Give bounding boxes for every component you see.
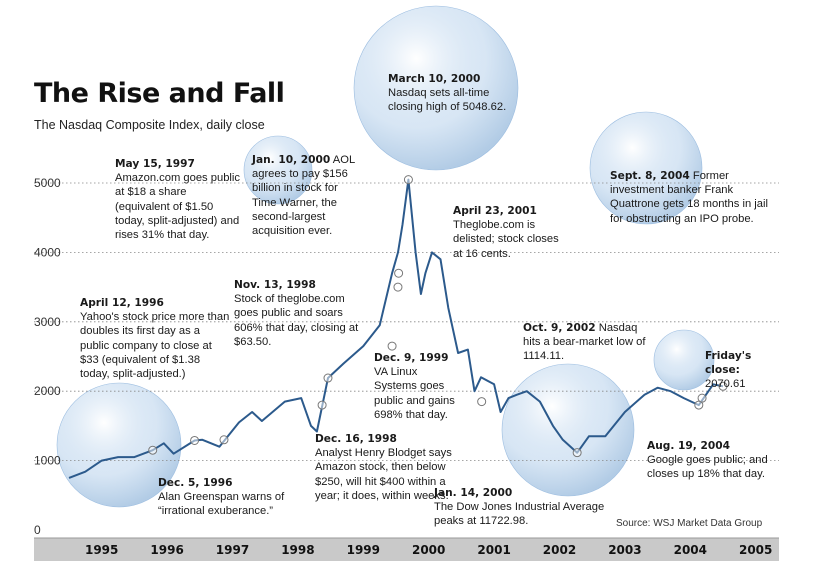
event-marker bbox=[393, 282, 403, 292]
bubble bbox=[56, 382, 182, 508]
nasdaq-series-line bbox=[68, 178, 724, 479]
x-tick-label: 2004 bbox=[674, 543, 707, 557]
annotation-oct-2002: Oct. 9, 2002 Nasdaq hits a bear-market l… bbox=[523, 321, 651, 364]
source-note: Source: WSJ Market Data Group bbox=[616, 518, 763, 529]
bubble bbox=[589, 111, 703, 225]
event-markers bbox=[148, 175, 728, 458]
x-tick-label: 1998 bbox=[281, 543, 314, 557]
annotation-text: Nasdaq hits a bear-market low of 1114.11… bbox=[523, 322, 646, 363]
bubble bbox=[653, 329, 715, 391]
y-tick-label: 0 bbox=[34, 523, 41, 537]
annotation-aug-2004: Aug. 19, 2004 Google goes public; and clo… bbox=[647, 439, 777, 482]
x-tick-label: 2001 bbox=[477, 543, 510, 557]
x-axis: 1995 1996 1997 1998 1999 2000 2001 2002 2003 2004… bbox=[34, 537, 779, 557]
annotation-date: April 23, 2001 bbox=[453, 205, 537, 217]
annotation-fridays-close: Friday's close: 2070.61 bbox=[705, 349, 785, 392]
bubble bbox=[501, 363, 635, 497]
annotation-text: Theglobe.com is delisted; stock closes a… bbox=[453, 219, 559, 260]
annotation-date: April 12, 1996 bbox=[80, 297, 164, 309]
annotation-sep-2004: Sept. 8, 2004 Former investment banker F… bbox=[610, 169, 768, 226]
event-marker bbox=[477, 397, 487, 407]
y-axis: 0 1000 2000 3000 4000 5000 bbox=[34, 176, 61, 537]
annotation-may-1997: May 15, 1997 Amazon.com goes public at $1… bbox=[115, 157, 243, 242]
annotation-jan-2000-dow: Jan. 14, 2000 The Dow Jones Industrial Av… bbox=[434, 486, 614, 529]
annotation-text: Amazon.com goes public at $18 a share (e… bbox=[115, 172, 240, 242]
annotation-text: Stock of theglobe.com goes public and so… bbox=[234, 293, 359, 348]
event-marker bbox=[572, 448, 582, 458]
chart-subtitle: The Nasdaq Composite Index, daily close bbox=[34, 118, 265, 132]
x-tick-label: 1997 bbox=[216, 543, 249, 557]
annotation-text: AOL agrees to pay $156 billion in stock … bbox=[252, 154, 355, 238]
x-tick-label: 2003 bbox=[608, 543, 641, 557]
annotation-dec-1999: Dec. 9, 1999 VA Linux Systems goes public… bbox=[374, 351, 462, 422]
event-marker bbox=[190, 435, 200, 445]
event-marker bbox=[219, 435, 229, 445]
annotation-date: Dec. 5, 1996 bbox=[158, 477, 233, 489]
y-tick-label: 2000 bbox=[34, 384, 61, 398]
annotation-date: Friday's close: bbox=[705, 350, 752, 377]
annotation-date: Jan. 10, 2000 bbox=[252, 154, 331, 166]
event-marker bbox=[697, 393, 707, 403]
annotation-text: Alan Greenspan warns of “irrational exub… bbox=[158, 491, 285, 518]
event-marker bbox=[403, 175, 413, 185]
x-tick-label: 2000 bbox=[412, 543, 445, 557]
x-tick-label: 1999 bbox=[347, 543, 380, 557]
annotation-date: Jan. 14, 2000 bbox=[434, 487, 513, 499]
bubble bbox=[353, 5, 519, 171]
gridlines bbox=[34, 182, 779, 462]
y-tick-label: 1000 bbox=[34, 454, 61, 468]
y-tick-label: 5000 bbox=[34, 176, 61, 190]
y-tick-label: 3000 bbox=[34, 315, 61, 329]
event-marker bbox=[323, 373, 333, 383]
annotation-text: Yahoo's stock price more than doubles it… bbox=[80, 311, 230, 381]
annotation-date: Dec. 9, 1999 bbox=[374, 352, 449, 364]
y-tick-label: 4000 bbox=[34, 245, 61, 259]
annotation-date: Sept. 8, 2004 bbox=[610, 170, 690, 182]
x-tick-label: 2005 bbox=[739, 543, 772, 557]
annotation-nov-1998: Nov. 13, 1998 Stock of theglobe.com goes … bbox=[234, 278, 364, 349]
annotation-date: Aug. 19, 2004 bbox=[647, 440, 730, 452]
annotation-mar-2000: March 10, 2000 Nasdaq sets all-time closi… bbox=[388, 72, 508, 115]
annotation-text: 2070.61 bbox=[705, 378, 746, 391]
event-marker bbox=[387, 341, 397, 351]
x-axis-band bbox=[34, 538, 779, 561]
annotation-apr-1996: April 12, 1996 Yahoo's stock price more t… bbox=[80, 296, 230, 381]
x-tick-label: 1996 bbox=[150, 543, 183, 557]
annotation-date: March 10, 2000 bbox=[388, 73, 481, 85]
event-marker bbox=[148, 445, 158, 455]
annotation-text: The Dow Jones Industrial Average peaks a… bbox=[434, 501, 605, 528]
annotation-date: Oct. 9, 2002 bbox=[523, 322, 596, 334]
chart-title: The Rise and Fall bbox=[34, 78, 285, 109]
annotation-jan-2000-aol: Jan. 10, 2000 AOL agrees to pay $156 bil… bbox=[252, 153, 362, 238]
x-tick-label: 1995 bbox=[85, 543, 118, 557]
annotation-text: Analyst Henry Blodget says Amazon stock,… bbox=[315, 447, 452, 502]
annotation-date: May 15, 1997 bbox=[115, 158, 195, 170]
x-tick-label: 2002 bbox=[543, 543, 576, 557]
annotation-apr-2001: April 23, 2001 Theglobe.com is delisted; … bbox=[453, 204, 569, 261]
bubble bbox=[243, 135, 313, 205]
annotation-text: Nasdaq sets all-time closing high of 504… bbox=[388, 87, 507, 114]
annotation-text: Google goes public; and closes up 18% th… bbox=[647, 454, 768, 481]
event-marker bbox=[718, 381, 728, 391]
annotation-dec-1996: Dec. 5, 1996 Alan Greenspan warns of “irr… bbox=[158, 476, 293, 519]
annotation-date: Dec. 16, 1998 bbox=[315, 433, 397, 445]
event-marker bbox=[394, 268, 404, 278]
annotation-dec-1998: Dec. 16, 1998 Analyst Henry Blodget says … bbox=[315, 432, 455, 503]
annotation-text: VA Linux Systems goes public and gains 6… bbox=[374, 366, 455, 421]
annotation-text: Former investment banker Frank Quattrone… bbox=[610, 170, 768, 225]
annotation-date: Nov. 13, 1998 bbox=[234, 279, 316, 291]
event-marker bbox=[317, 400, 327, 410]
